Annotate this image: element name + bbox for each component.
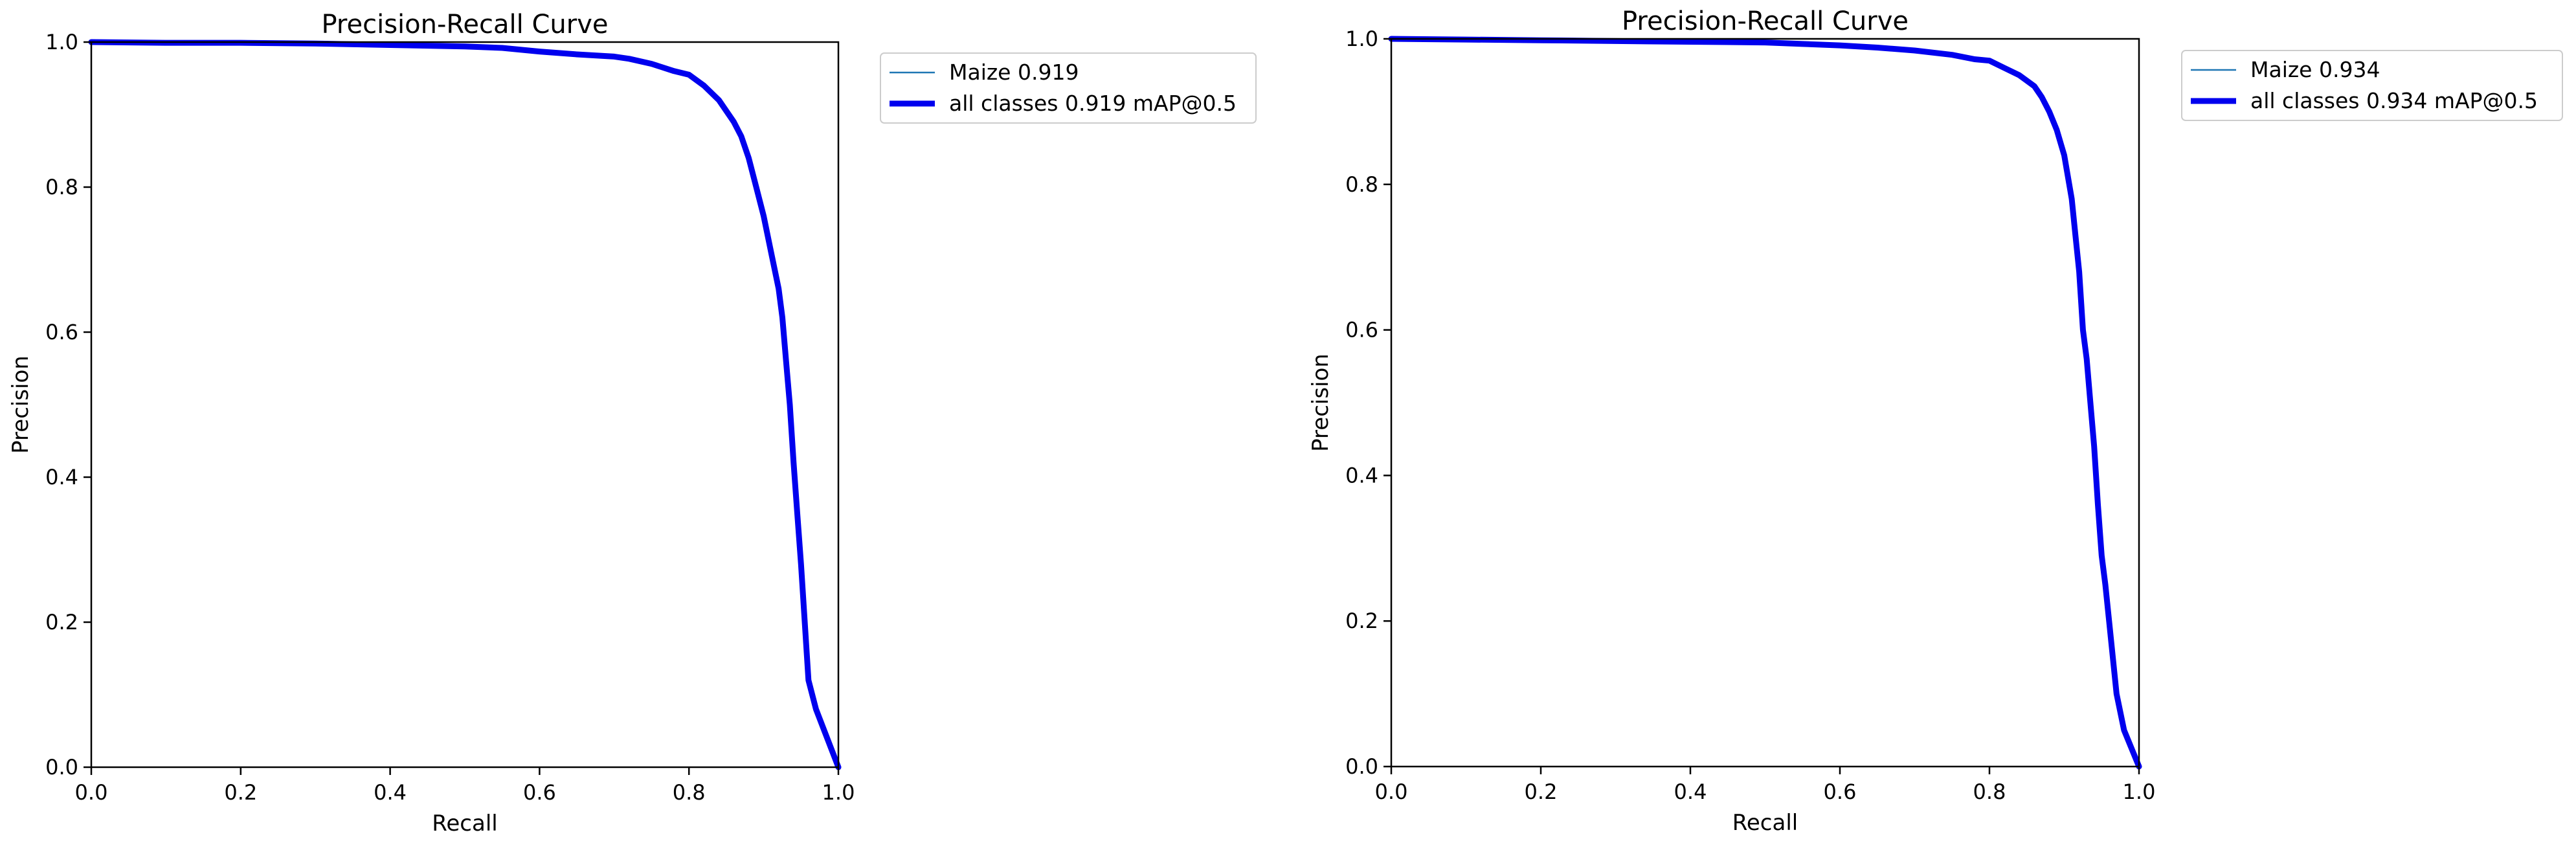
x-tick-label: 0.4 <box>1674 779 1707 804</box>
y-tick-label: 1.0 <box>1345 27 1378 51</box>
chart-panel-1: Precision-Recall Curve 0.0 0.2 0.4 0.6 0.8 1.0… <box>8 10 1257 836</box>
y-axis-label: Precision <box>8 355 34 454</box>
x-tick-label: 0.2 <box>1525 779 1558 804</box>
chart-panel-2: Precision-Recall Curve 0.0 0.2 0.4 0.6 0.8 1.0… <box>1308 6 2563 836</box>
y-tick-label: 0.4 <box>1345 463 1378 488</box>
x-tick-label: 0.8 <box>673 780 706 805</box>
series-line-all-classes <box>88 39 842 770</box>
plot-frame <box>1390 38 2140 768</box>
y-tick-label: 0.2 <box>45 610 78 634</box>
y-tick-label: 0.6 <box>1345 318 1378 342</box>
x-tick-label: 0.0 <box>1375 779 1408 804</box>
series-line-maize <box>1390 38 2140 768</box>
y-axis: 0.0 0.2 0.4 0.6 0.8 1.0 Precision <box>1308 27 1391 779</box>
chart-title: Precision-Recall Curve <box>1622 6 1909 36</box>
x-axis-label: Recall <box>432 811 497 836</box>
x-tick-label: 0.8 <box>1973 779 2006 804</box>
legend: Maize 0.919 all classes 0.919 mAP@0.5 <box>880 52 1257 124</box>
legend-label: all classes 0.934 mAP@0.5 <box>2250 88 2538 113</box>
y-tick-label: 0.8 <box>45 175 78 199</box>
y-tick-label: 1.0 <box>45 30 78 54</box>
x-tick-label: 0.0 <box>75 780 108 805</box>
x-tick-label: 0.4 <box>374 780 407 805</box>
plot-frame <box>90 41 840 768</box>
x-tick-label: 1.0 <box>822 780 855 805</box>
x-tick-label: 0.2 <box>224 780 257 805</box>
legend-label: Maize 0.934 <box>2250 57 2380 82</box>
chart-title: Precision-Recall Curve <box>322 10 609 39</box>
x-tick-label: 1.0 <box>2123 779 2156 804</box>
legend: Maize 0.934 all classes 0.934 mAP@0.5 <box>2181 50 2563 121</box>
y-tick-label: 0.4 <box>45 465 78 489</box>
y-axis-label: Precision <box>1308 353 1334 452</box>
y-tick-label: 0.0 <box>45 755 78 779</box>
legend-label: all classes 0.919 mAP@0.5 <box>949 91 1237 116</box>
y-tick-label: 0.0 <box>1345 754 1378 779</box>
series-line-maize <box>90 41 840 768</box>
y-axis: 0.0 0.2 0.4 0.6 0.8 1.0 Precision <box>8 30 91 779</box>
series-lines <box>1388 36 2142 770</box>
y-tick-label: 0.2 <box>1345 609 1378 633</box>
x-axis: 0.0 0.2 0.4 0.6 0.8 1.0 Recall <box>1375 767 2156 836</box>
x-axis: 0.0 0.2 0.4 0.6 0.8 1.0 Recall <box>75 767 855 836</box>
y-tick-label: 0.8 <box>1345 172 1378 197</box>
x-tick-label: 0.6 <box>1824 779 1857 804</box>
x-tick-label: 0.6 <box>523 780 556 805</box>
legend-label: Maize 0.919 <box>949 60 1079 85</box>
y-tick-label: 0.6 <box>45 320 78 344</box>
series-lines <box>88 39 842 770</box>
legend-box <box>2181 50 2563 121</box>
x-axis-label: Recall <box>1732 810 1798 836</box>
series-line-all-classes <box>1388 36 2142 770</box>
legend-box <box>880 52 1257 124</box>
